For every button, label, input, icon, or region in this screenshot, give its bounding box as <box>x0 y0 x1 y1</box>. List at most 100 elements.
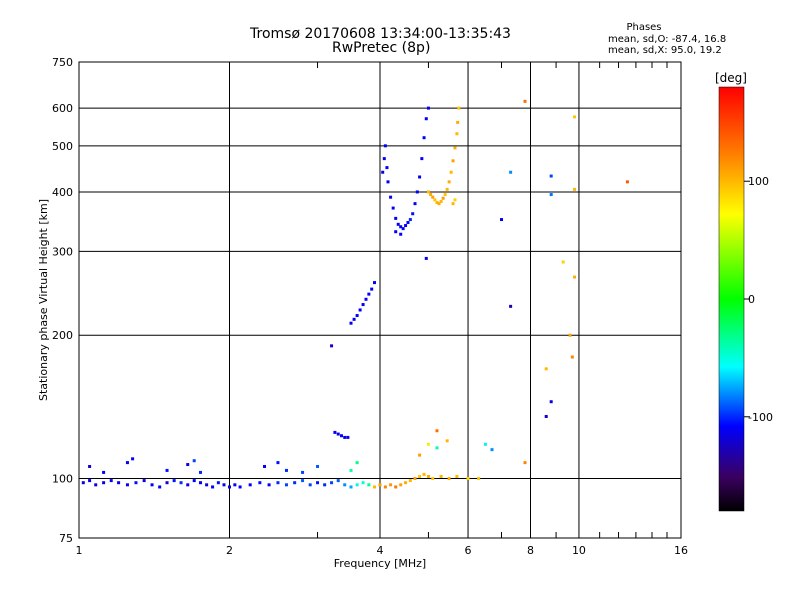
data-point <box>455 474 459 478</box>
data-point <box>117 481 121 485</box>
data-point <box>373 485 377 489</box>
data-point <box>439 474 443 478</box>
x-tick-label: 16 <box>674 544 688 557</box>
data-point <box>386 180 390 184</box>
x-tick-label: 6 <box>465 544 472 557</box>
data-point <box>443 193 447 197</box>
y-tick-label: 750 <box>52 56 73 69</box>
data-point <box>477 477 481 481</box>
y-tick-label: 400 <box>52 186 73 199</box>
data-point <box>361 303 365 307</box>
data-point <box>431 195 435 199</box>
data-point <box>125 461 129 465</box>
data-point <box>549 193 553 197</box>
data-point <box>418 453 422 457</box>
data-point <box>422 472 426 476</box>
data-points <box>81 99 629 489</box>
plot-frame <box>78 61 682 539</box>
data-point <box>456 120 460 124</box>
data-point <box>349 485 353 489</box>
data-point <box>355 461 359 465</box>
colorbar-ticks: 100 0 -100 <box>744 175 773 424</box>
data-point <box>509 304 513 308</box>
data-point <box>451 202 455 206</box>
data-point <box>248 483 252 487</box>
data-point <box>424 256 428 260</box>
chart-subtitle: RwPretec (8p) <box>332 40 431 56</box>
data-point <box>394 216 398 220</box>
data-point <box>449 170 453 174</box>
data-point <box>102 470 106 474</box>
data-point <box>367 292 371 296</box>
data-point <box>358 308 362 312</box>
y-tick-label: 600 <box>52 102 73 115</box>
data-point <box>399 232 403 236</box>
data-point <box>88 464 92 468</box>
data-point <box>568 333 572 337</box>
phases-o-mode-stats: mean, sd,O: -87.4, 16.8 <box>608 34 727 45</box>
data-point <box>134 481 138 485</box>
data-point <box>389 195 393 199</box>
data-point <box>435 446 439 450</box>
data-point <box>490 448 494 452</box>
data-point <box>523 461 527 465</box>
data-point <box>238 485 242 489</box>
data-point <box>549 174 553 178</box>
colorbar <box>718 86 745 512</box>
data-point <box>192 479 196 483</box>
data-point <box>364 297 368 301</box>
data-point <box>258 481 262 485</box>
data-point <box>263 464 267 468</box>
data-point <box>293 481 297 485</box>
data-point <box>408 479 412 483</box>
data-point <box>316 481 320 485</box>
data-point <box>301 479 305 483</box>
data-point <box>316 464 320 468</box>
data-point <box>399 225 403 229</box>
chart-title: Tromsø 20170608 13:34:00-13:35:43 <box>250 26 511 42</box>
data-point <box>408 218 412 222</box>
phases-x-mode-stats: mean, sd,X: 95.0, 19.2 <box>608 45 722 56</box>
data-point <box>453 198 457 202</box>
data-point <box>301 470 305 474</box>
data-point <box>544 414 548 418</box>
data-point <box>81 481 85 485</box>
data-point <box>523 99 527 103</box>
data-point <box>426 190 430 194</box>
data-point <box>418 175 422 179</box>
data-point <box>346 435 350 439</box>
data-point <box>378 483 382 487</box>
data-point <box>404 224 408 228</box>
data-point <box>205 483 209 487</box>
data-point <box>549 400 553 404</box>
data-point <box>150 483 154 487</box>
data-point <box>457 106 461 110</box>
data-point <box>267 483 271 487</box>
y-tick-label: 200 <box>52 329 73 342</box>
data-point <box>385 166 389 170</box>
data-point <box>172 479 176 483</box>
data-point <box>381 170 385 174</box>
data-point <box>102 481 106 485</box>
data-point <box>466 477 470 481</box>
data-point <box>343 483 347 487</box>
data-point <box>94 483 98 487</box>
x-tick-label: 4 <box>377 544 384 557</box>
data-point <box>158 485 162 489</box>
data-point <box>625 180 629 184</box>
data-point <box>561 260 565 264</box>
grid-lines <box>79 62 681 538</box>
x-tick-label: 1 <box>76 544 83 557</box>
colorbar-tick-label: 100 <box>748 175 769 188</box>
x-axis-ticks: 1 2 4 6 8 10 16 <box>76 544 689 557</box>
data-point <box>424 117 428 121</box>
data-point <box>361 481 365 485</box>
data-point <box>88 479 92 483</box>
data-point <box>186 463 190 467</box>
data-point <box>394 230 398 234</box>
colorbar-label: [deg] <box>715 71 747 85</box>
data-point <box>406 221 410 225</box>
data-point <box>453 146 457 150</box>
data-point <box>142 479 146 483</box>
